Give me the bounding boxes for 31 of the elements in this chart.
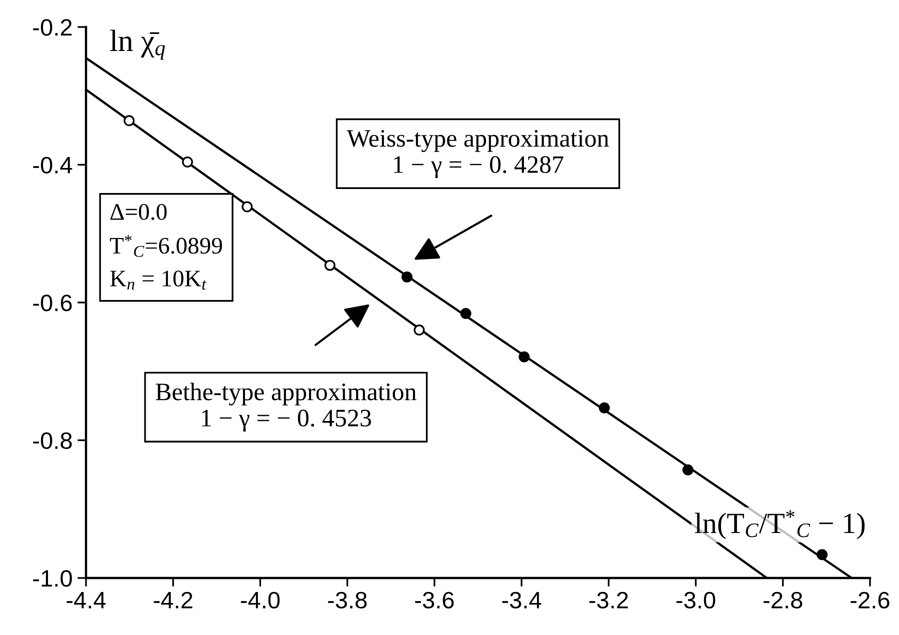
point [598,402,610,414]
point [460,308,472,320]
text: Δ=0.0 T$^{*}$$_{C}$=6.0899 K$_{n}$ = 10K$_{t}$ [110,204,222,290]
annotation: Weiss-type approximation 1 − γ = − 0. 4287 [346,130,609,178]
x-tick-label: -3.6 [415,592,454,609]
point [816,549,828,560]
point [414,324,425,336]
x-tick-label: -4.4 [66,592,106,608]
x-axis-title: ln(T$_{C}$/T$^{*}$$_{C}$ − 1) [694,510,865,540]
y-axis-title: ln χ̄$_{q}$ [110,30,165,60]
point [242,201,253,212]
point [124,115,135,126]
point [324,260,336,271]
point [518,351,530,362]
y-tick-label: -0.8 [33,432,72,450]
x-tick-label: -3.4 [502,592,542,609]
x-tick-label: -3.2 [589,592,628,609]
x-tick-label: -2.6 [850,592,890,609]
x-tick-label: -4.0 [240,592,280,609]
x-tick-label: -3.8 [328,592,367,609]
point [682,464,694,476]
annotation: Bethe-type approximation 1 − γ = − 0. 4523 [156,382,416,432]
y-tick-label: -1.0 [33,570,72,587]
point [402,272,412,283]
y-tick-label: -0.4 [33,156,72,174]
x-tick-label: -2.8 [764,592,802,609]
y-tick-label: -0.2 [33,19,72,36]
x-tick-label: -4.2 [154,592,192,608]
x-tick-label: -3.0 [676,592,716,609]
y-tick-label: -0.6 [33,294,72,312]
point [182,156,193,168]
